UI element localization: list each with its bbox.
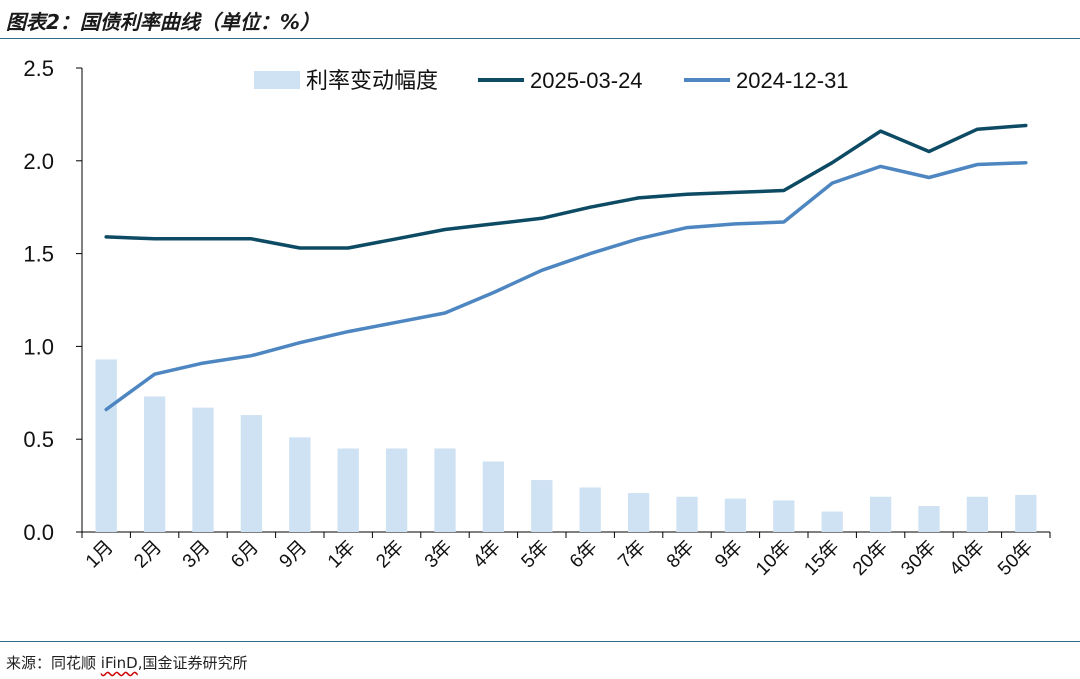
y-tick-label: 1.0: [23, 334, 54, 359]
x-tick-label: 6年: [565, 536, 601, 572]
legend-label: 2025-03-24: [530, 68, 643, 93]
x-tick-labels: 1月 2月 3月 6月 9月 1年 2年 3年 4年 5年 6年 7年 8年 9年 10年 15年 20年 30年…: [82, 536, 1037, 580]
x-tick-label: 8年: [662, 536, 698, 572]
bar: [724, 498, 747, 532]
x-tick-label: 9月: [276, 537, 312, 573]
x-tick-label: 9年: [710, 536, 746, 572]
bar: [1015, 494, 1037, 532]
series-line: [104, 160, 1028, 412]
bar: [869, 496, 892, 532]
y-tick-label: 0.0: [23, 520, 54, 545]
x-tick-label: 1月: [82, 537, 118, 573]
bar: [143, 396, 166, 532]
bottom-divider: [0, 641, 1080, 642]
y-tick-label: 0.5: [23, 427, 54, 452]
chart-axes: [76, 67, 1051, 538]
x-tick-label: 3月: [179, 537, 215, 573]
x-tick-label: 2年: [372, 536, 408, 572]
y-tick-label: 2.5: [23, 56, 54, 81]
legend-label: 2024-12-31: [736, 68, 849, 93]
chart-header: 图表2：国债利率曲线（单位：%）: [0, 0, 1080, 40]
source-suffix: ,国金证券研究所: [137, 654, 248, 672]
bar-series: [95, 359, 1037, 532]
y-tick-label: 2.0: [23, 149, 54, 174]
bar: [337, 448, 359, 532]
bar: [192, 407, 214, 532]
bar: [95, 359, 117, 532]
bar: [240, 415, 263, 532]
x-tick-label: 6月: [227, 537, 263, 573]
legend-label: 利率变动幅度: [306, 68, 438, 93]
bar: [482, 461, 505, 532]
bar: [821, 511, 843, 532]
bar: [531, 480, 553, 532]
x-tick-label: 3年: [420, 536, 456, 572]
x-tick-label: 20年: [848, 536, 892, 580]
bar: [966, 496, 989, 532]
bar: [289, 437, 311, 532]
series-line: [104, 123, 1028, 250]
yield-curve-chart: 0.0 0.5 1.0 1.5 2.0 2.5 1月 2月 3月 6月 9月 1年 2年 3年 4年 5年 6…: [23, 56, 1051, 580]
chart-title: 图表2：国债利率曲线（单位：%）: [6, 10, 320, 34]
chart-legend: 利率变动幅度 2025-03-24 2024-12-31: [254, 68, 849, 93]
x-tick-label: 5年: [517, 536, 553, 572]
bar: [434, 448, 456, 532]
source-ifind: iFinD: [100, 654, 138, 672]
line-series: [104, 123, 1028, 412]
x-tick-label: 2月: [130, 537, 166, 573]
x-tick-label: 50年: [993, 536, 1037, 580]
bar: [773, 500, 795, 532]
bar: [385, 448, 408, 532]
source-note: 来源：同花顺 iFinD,国金证券研究所: [6, 652, 248, 673]
x-tick-label: 10年: [751, 536, 795, 580]
top-divider: [0, 38, 1080, 39]
x-tick-label: 40年: [945, 536, 989, 580]
source-prefix: 来源：同花顺: [6, 654, 101, 672]
y-tick-label: 1.5: [23, 242, 54, 267]
y-tick-labels: 0.0 0.5 1.0 1.5 2.0 2.5: [23, 56, 54, 545]
x-tick-label: 30年: [897, 536, 941, 580]
x-tick-label: 1年: [323, 536, 359, 572]
x-tick-label: 15年: [800, 536, 844, 580]
bar: [918, 506, 940, 532]
x-tick-label: 4年: [468, 536, 504, 572]
bar: [676, 496, 698, 532]
legend-swatch: [254, 71, 300, 89]
x-tick-label: 7年: [614, 536, 650, 572]
bar: [627, 493, 650, 532]
bar: [579, 487, 601, 532]
